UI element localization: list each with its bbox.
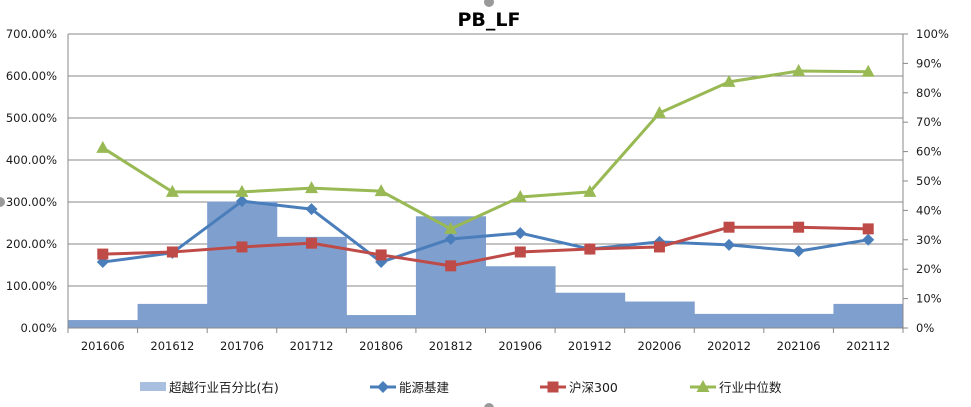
right-tick-label: 10% [916,292,942,306]
legend-label: 沪深300 [569,380,618,395]
legend-item[interactable]: 沪深300 [540,380,618,395]
left-axis-ticks: 0.00% 100.00% 200.00% 300.00% 400.00% 500.00%… [6,27,57,335]
bar [555,292,626,328]
legend: 超越行业百分比(右) 能源基建 沪深300 行业中位数 [140,380,782,395]
x-tick-label: 202006 [638,339,682,353]
x-tick-label: 202106 [777,339,821,353]
left-tick-label: 600.00% [6,69,57,83]
bar [276,236,347,328]
right-axis-ticks: 0% 10% 20% 30% 40% 50% 60% 70% 80% 90% 100% [916,27,949,335]
left-tick-label: 0.00% [20,321,57,335]
right-tick-label: 40% [916,203,942,217]
left-tick-label: 400.00% [6,153,57,167]
bar [624,301,695,328]
legend-label: 能源基建 [399,380,450,395]
resize-handle-left[interactable] [0,197,5,207]
line-triangle [96,63,875,234]
right-tick-label: 80% [916,86,942,100]
bar [763,313,834,328]
x-tick-label: 202012 [707,339,751,353]
bar [68,320,139,328]
bar [207,201,278,328]
bar [485,266,556,328]
legend-item[interactable]: 超越行业百分比(右) [140,380,279,395]
right-tick-label: 30% [916,233,942,247]
left-tick-label: 300.00% [6,195,57,209]
right-tick-label: 0% [916,321,934,335]
bar [833,303,904,328]
x-tick-label: 201912 [568,339,612,353]
resize-handle-bottom[interactable] [484,403,494,407]
bar [346,315,417,328]
right-tick-label: 100% [916,27,949,41]
line-diamond [96,195,875,269]
x-tick-label: 201606 [81,339,125,353]
legend-label: 超越行业百分比(右) [169,380,279,395]
x-tick-label: 201906 [498,339,542,353]
x-tick-label: 201806 [359,339,403,353]
legend-item[interactable]: 行业中位数 [690,380,782,395]
axes [67,33,908,333]
left-tick-label: 500.00% [6,111,57,125]
right-tick-label: 70% [916,115,942,129]
bar [694,313,765,328]
chart-title: PB_LF [458,9,521,31]
x-tick-label: 201612 [150,339,194,353]
bar [137,303,208,328]
x-tick-label: 201706 [220,339,264,353]
line-series [96,63,875,272]
x-tick-label: 201712 [290,339,334,353]
right-tick-label: 50% [916,174,942,188]
x-tick-label: 201812 [429,339,473,353]
line-square [97,221,874,272]
x-axis-ticks: 201606 201612 201706 201712 201806 201812 2019… [81,339,890,353]
legend-label: 行业中位数 [719,380,782,395]
x-tick-label: 202112 [846,339,890,353]
right-tick-label: 20% [916,262,942,276]
left-tick-label: 100.00% [6,279,57,293]
right-tick-label: 90% [916,56,942,70]
left-tick-label: 700.00% [6,27,57,41]
resize-handle-top[interactable] [484,0,494,7]
legend-item[interactable]: 能源基建 [370,380,450,395]
right-tick-label: 60% [916,145,942,159]
bar-series [68,201,904,328]
left-tick-label: 200.00% [6,237,57,251]
